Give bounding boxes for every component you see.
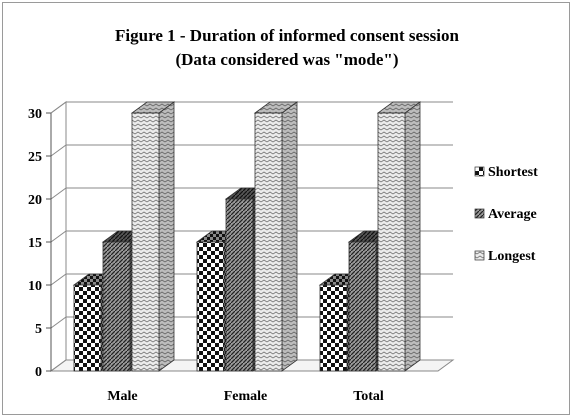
legend-swatch-average (474, 208, 485, 219)
y-tick-label: 10 (28, 279, 42, 294)
y-tick-label: 5 (35, 322, 42, 337)
bar-shortest-female (196, 241, 225, 372)
bar-average-male (102, 241, 131, 372)
gridline (50, 187, 453, 200)
bar-average-female (225, 198, 254, 372)
bar-longest-female (254, 112, 283, 372)
legend-label-longest: Longest (488, 249, 536, 264)
y-axis-ticks: 0 5 10 15 20 25 30 (28, 107, 52, 380)
gridline (50, 273, 453, 286)
gridline (50, 230, 453, 243)
x-tick-label-total: Total (353, 389, 384, 404)
bar-shortest-total (319, 284, 348, 372)
bar-longest-female-side (281, 101, 298, 372)
y-tick-label: 30 (28, 107, 42, 122)
chart-title: Figure 1 - Duration of informed consent … (115, 26, 459, 45)
legend-label-average: Average (488, 207, 537, 222)
y-tick-label: 0 (35, 365, 42, 380)
x-tick-label-female: Female (224, 389, 268, 404)
bar-average-total (348, 241, 377, 372)
x-axis-labels: Male Female Total (107, 389, 384, 404)
gridline (50, 144, 453, 157)
legend-label-shortest: Shortest (488, 165, 538, 180)
x-tick-label-male: Male (107, 389, 137, 404)
bar-longest-male (131, 112, 160, 372)
bar-longest-total (377, 112, 406, 372)
y-tick-label: 20 (28, 193, 42, 208)
legend-swatch-longest (474, 250, 485, 261)
bar-shortest-male (73, 284, 102, 372)
legend: Shortest Average Longest (474, 165, 538, 264)
bar-chart: Figure 1 - Duration of informed consent … (28, 26, 538, 404)
bars (72, 101, 422, 372)
y-tick-label: 25 (28, 150, 42, 165)
y-tick-label: 15 (28, 236, 42, 251)
gridlines (50, 101, 453, 372)
bar-longest-total-side (404, 101, 421, 372)
bar-longest-male-side (158, 101, 175, 372)
chart-frame: Figure 1 - Duration of informed consent … (2, 2, 570, 415)
chart-subtitle: (Data considered was "mode") (175, 50, 398, 69)
legend-swatch-shortest (474, 166, 485, 177)
gridline (50, 101, 453, 114)
